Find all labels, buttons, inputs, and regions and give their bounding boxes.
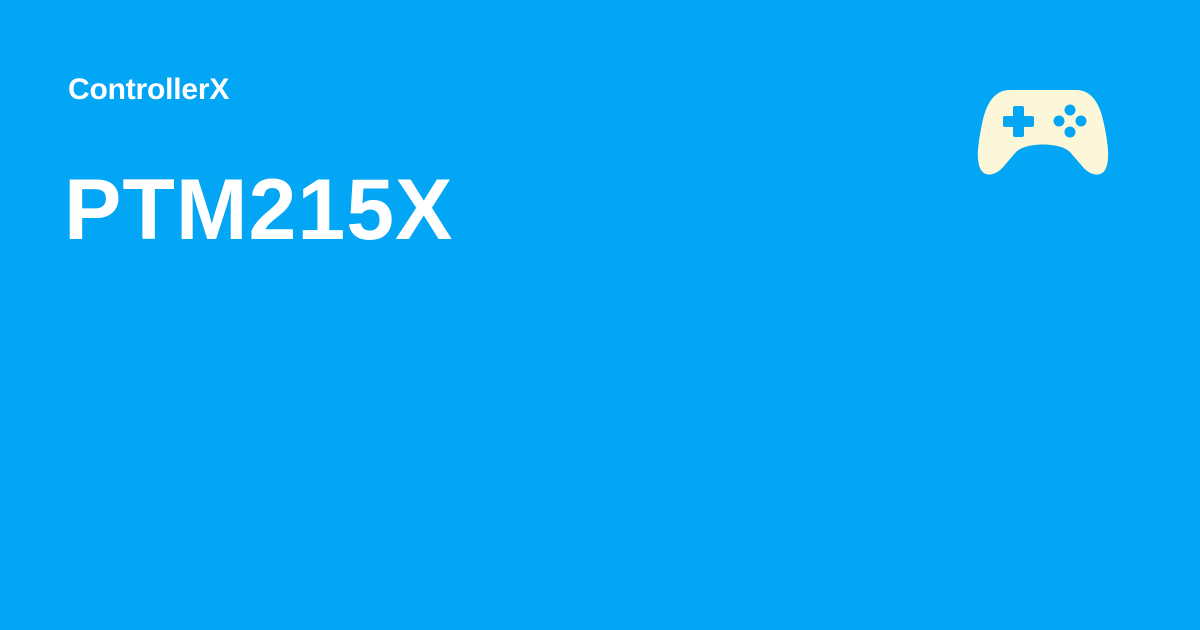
gamepad-icon (976, 86, 1110, 178)
brand-name: ControllerX (68, 73, 230, 106)
page-title: PTM215X (64, 162, 454, 258)
